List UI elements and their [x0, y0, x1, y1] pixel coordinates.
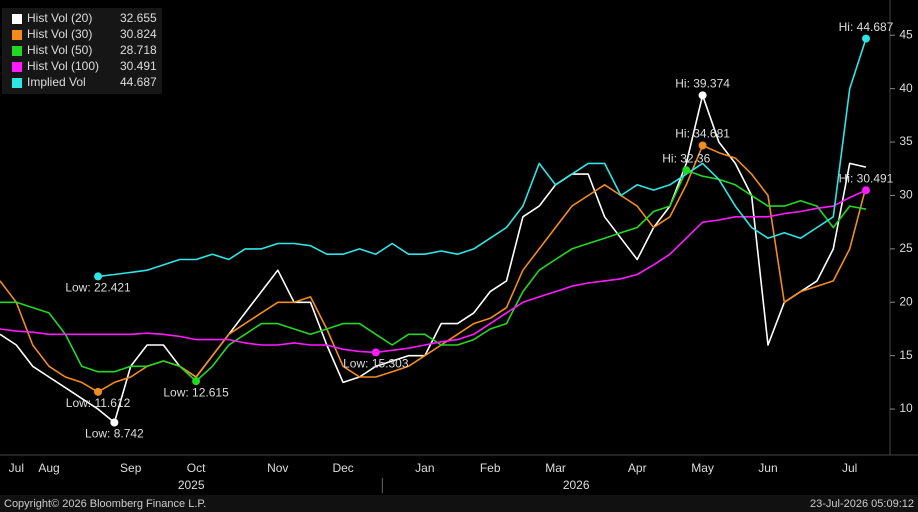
footer-bar	[0, 495, 918, 512]
low-marker	[192, 377, 201, 386]
timestamp: 23-Jul-2026 05:09:12	[810, 498, 914, 510]
x-tick-label: May	[691, 461, 714, 475]
y-tick-label: 25	[899, 241, 913, 255]
legend-value: 30.824	[120, 27, 157, 41]
high-label: Hi: 39.374	[675, 77, 730, 91]
x-tick-label: Aug	[38, 461, 59, 475]
x-group-label: 2026	[563, 478, 590, 492]
low-label: Low: 22.421	[65, 281, 131, 295]
series-line	[0, 189, 867, 354]
legend-value: 30.491	[120, 59, 157, 73]
x-tick-label: Jan	[415, 461, 434, 475]
high-marker	[698, 141, 707, 150]
high-label: Hi: 44.687	[839, 20, 894, 34]
legend-label: Hist Vol (50)	[27, 43, 92, 57]
high-label: Hi: 30.491	[839, 171, 894, 185]
high-label: Hi: 34.681	[675, 127, 730, 141]
y-tick-label: 45	[899, 27, 913, 41]
x-group-label: 2025	[178, 478, 205, 492]
legend-label: Hist Vol (20)	[27, 11, 92, 25]
series-line	[0, 169, 867, 382]
low-marker	[371, 348, 380, 357]
high-marker	[682, 166, 691, 175]
x-tick-label: Dec	[332, 461, 353, 475]
low-label: Low: 15.303	[343, 357, 409, 371]
legend-value: 44.687	[120, 75, 157, 89]
high-marker	[698, 91, 707, 100]
x-tick-label: Jul	[842, 461, 857, 475]
high-marker	[862, 186, 870, 195]
legend-swatch	[12, 62, 22, 72]
low-marker	[94, 272, 103, 281]
x-tick-label: Jun	[758, 461, 777, 475]
x-tick-label: Oct	[187, 461, 206, 475]
low-marker	[110, 418, 119, 427]
legend-value: 32.655	[120, 11, 157, 25]
series-line	[97, 38, 867, 278]
x-tick-label: Nov	[267, 461, 288, 475]
legend-label: Hist Vol (100)	[27, 59, 99, 73]
x-tick-label: Feb	[480, 461, 501, 475]
legend-label: Implied Vol	[27, 75, 86, 89]
low-label: Low: 8.742	[85, 427, 144, 441]
x-tick-label: Mar	[545, 461, 566, 475]
low-label: Low: 12.615	[163, 385, 229, 399]
x-tick-label: Apr	[628, 461, 647, 475]
y-tick-label: 15	[899, 348, 913, 362]
y-tick-label: 40	[899, 81, 913, 95]
low-marker	[94, 387, 103, 396]
legend-swatch	[12, 14, 22, 24]
high-marker	[862, 34, 870, 43]
legend: Hist Vol (20) 32.655 Hist Vol (30) 30.824 Hi…	[2, 8, 162, 94]
y-tick-label: 10	[899, 401, 913, 415]
high-label: Hi: 32.36	[662, 151, 710, 165]
legend-swatch	[12, 46, 22, 56]
y-tick-label: 35	[899, 134, 913, 148]
legend-label: Hist Vol (30)	[27, 27, 92, 41]
x-tick-label: Sep	[120, 461, 142, 475]
legend-swatch	[12, 78, 22, 88]
legend-box	[2, 8, 162, 94]
legend-swatch	[12, 30, 22, 40]
copyright: Copyright© 2026 Bloomberg Finance L.P.	[4, 498, 206, 510]
series-line	[0, 144, 867, 393]
x-tick-label: Jul	[9, 461, 24, 475]
legend-value: 28.718	[120, 43, 157, 57]
y-tick-label: 30	[899, 188, 913, 202]
y-tick-label: 20	[899, 294, 913, 308]
low-label: Low: 11.612	[66, 396, 131, 410]
